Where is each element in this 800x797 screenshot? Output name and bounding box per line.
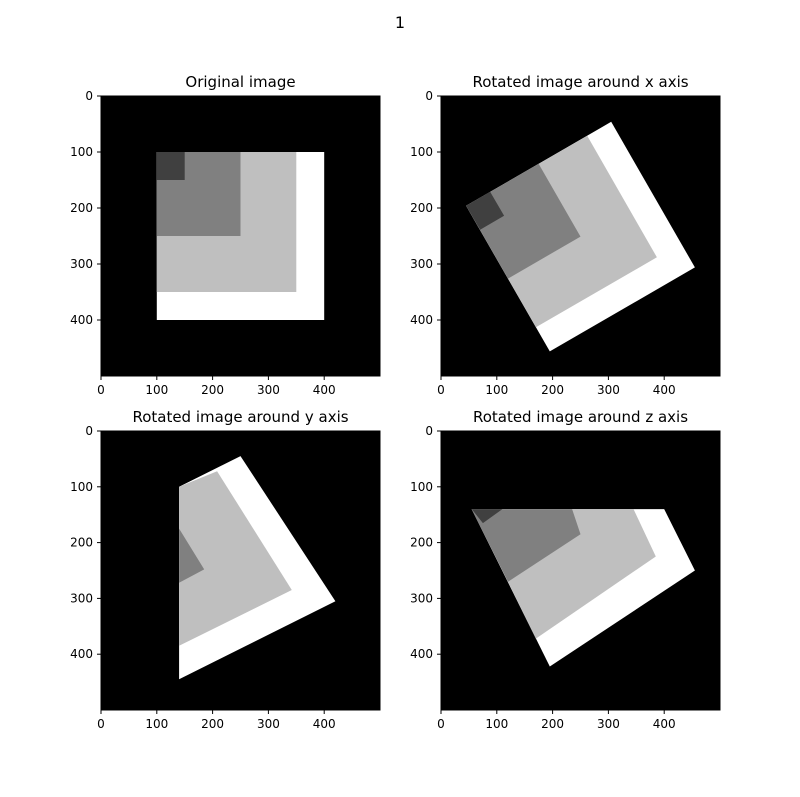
subplot-2: Rotated image around x axis 0 100 200 300 400… bbox=[410, 73, 721, 397]
dark-gray-region bbox=[156, 152, 185, 180]
y-tick-label: 200 bbox=[410, 536, 433, 550]
y-tick-label: 200 bbox=[70, 201, 93, 215]
y-tick-label: 400 bbox=[410, 647, 433, 661]
dark-gray-region bbox=[466, 191, 505, 230]
y-tick-label: 300 bbox=[70, 591, 93, 605]
x-tick-label: 100 bbox=[145, 717, 168, 731]
y-tick-label: 300 bbox=[410, 591, 433, 605]
y-tick-label: 300 bbox=[410, 257, 433, 271]
x-tick-label: 0 bbox=[437, 383, 445, 397]
y-tick-label: 100 bbox=[70, 145, 93, 159]
y-tick-label: 200 bbox=[70, 536, 93, 550]
x-tick-label: 400 bbox=[653, 383, 676, 397]
x-tick-label: 100 bbox=[145, 383, 168, 397]
x-tick-label: 300 bbox=[257, 717, 280, 731]
figure-suptitle: 1 bbox=[395, 13, 405, 32]
x-tick-label: 100 bbox=[485, 717, 508, 731]
subplot-title: Original image bbox=[185, 73, 295, 91]
subplot-title: Rotated image around y axis bbox=[132, 408, 348, 426]
subplot-1: Original image 0 100 200 300 400 0 100 200 300 400 bbox=[70, 73, 381, 397]
light-gray-region bbox=[179, 471, 292, 646]
x-tick-label: 300 bbox=[597, 383, 620, 397]
x-tick-label: 400 bbox=[313, 717, 336, 731]
dark-gray-region bbox=[471, 509, 503, 524]
x-tick-label: 400 bbox=[653, 717, 676, 731]
subplot-3: Rotated image around y axis 0 100 200 300 400… bbox=[70, 408, 381, 731]
x-tick-label: 200 bbox=[541, 383, 564, 397]
axes-frame bbox=[100, 430, 381, 711]
x-tick-label: 0 bbox=[437, 717, 445, 731]
subplot-title: Rotated image around x axis bbox=[472, 73, 688, 91]
y-tick-label: 400 bbox=[70, 647, 93, 661]
y-tick-label: 400 bbox=[410, 313, 433, 327]
axes-frame bbox=[440, 95, 721, 377]
y-tick-label: 0 bbox=[425, 424, 433, 438]
subplot-4: Rotated image around z axis 0 100 200 300 400… bbox=[410, 408, 721, 731]
y-tick-label: 0 bbox=[85, 89, 93, 103]
x-tick-label: 0 bbox=[97, 383, 105, 397]
y-tick-label: 0 bbox=[85, 424, 93, 438]
y-tick-label: 100 bbox=[410, 145, 433, 159]
mid-gray-region bbox=[179, 528, 205, 583]
mid-gray-region bbox=[466, 163, 581, 279]
x-tick-label: 300 bbox=[257, 383, 280, 397]
x-tick-label: 200 bbox=[201, 717, 224, 731]
x-tick-label: 300 bbox=[597, 717, 620, 731]
y-tick-label: 0 bbox=[425, 89, 433, 103]
x-tick-label: 400 bbox=[313, 383, 336, 397]
y-tick-label: 300 bbox=[70, 257, 93, 271]
x-tick-label: 200 bbox=[201, 383, 224, 397]
axes-frame bbox=[440, 430, 721, 711]
x-tick-label: 200 bbox=[541, 717, 564, 731]
y-tick-label: 200 bbox=[410, 201, 433, 215]
subplot-title: Rotated image around z axis bbox=[473, 408, 688, 426]
axes-frame bbox=[100, 95, 381, 377]
x-tick-label: 100 bbox=[485, 383, 508, 397]
x-tick-label: 0 bbox=[97, 717, 105, 731]
mid-gray-region bbox=[471, 509, 581, 582]
y-tick-label: 100 bbox=[410, 480, 433, 494]
y-tick-label: 400 bbox=[70, 313, 93, 327]
y-tick-label: 100 bbox=[70, 480, 93, 494]
